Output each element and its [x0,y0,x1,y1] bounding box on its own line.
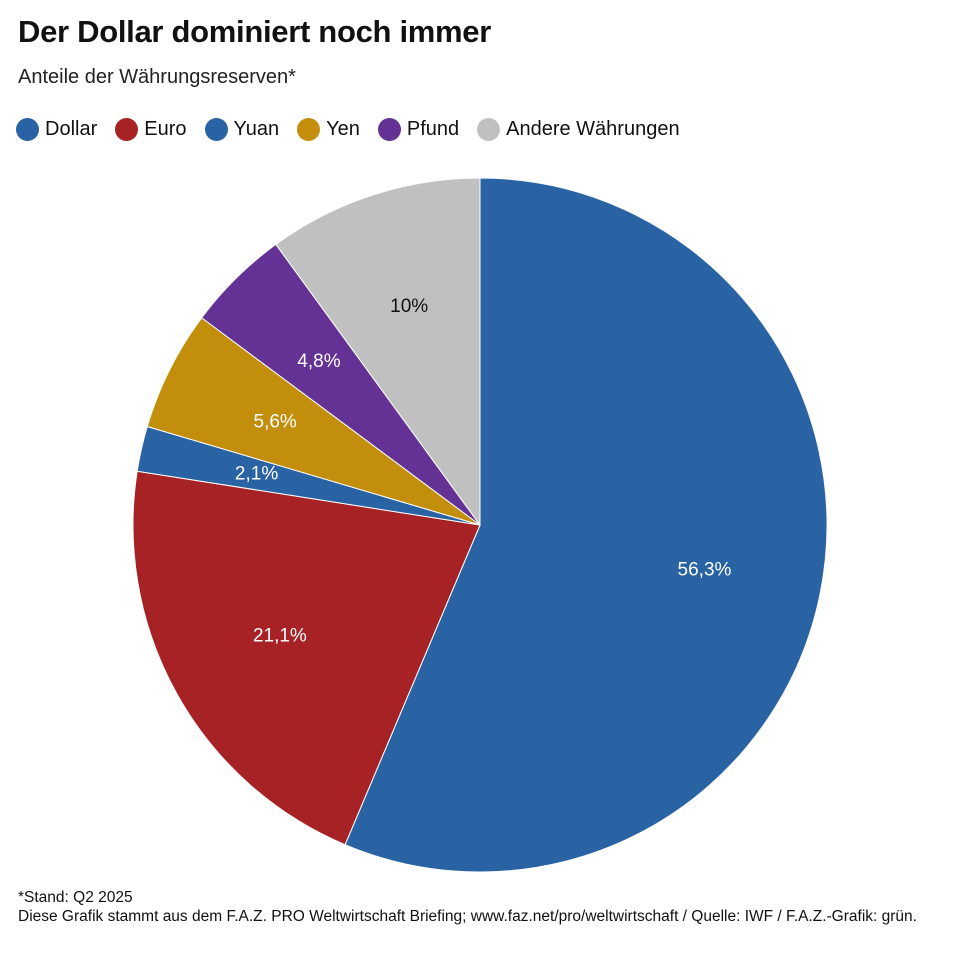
legend-item-dollar: Dollar [16,118,97,141]
legend-swatch-andere [477,118,501,141]
source-note: Diese Grafik stammt aus dem F.A.Z. PRO W… [18,908,917,925]
footnote: *Stand: Q2 2025 [18,889,133,906]
legend-item-pfund: Pfund [377,118,460,141]
legend-swatch-pfund [377,118,401,141]
footer: *Stand: Q2 2025 Diese Grafik stammt aus … [18,888,938,926]
pie-labels: 56,3% 21,1% 2,1% 5,6% 4,8% 10% [235,296,732,646]
legend-swatch-yen [297,118,321,141]
legend-label-euro: Euro [144,118,187,140]
legend-item-yen: Yen [297,118,360,141]
legend-swatch-dollar [16,118,39,141]
legend-label-yen: Yen [326,118,360,140]
legend-label-pfund: Pfund [406,118,460,140]
pie-label-andere: 10% [390,296,428,317]
pie-slices [132,177,828,873]
pie-label-euro: 21,1% [253,625,307,646]
legend-item-euro: Euro [115,118,187,141]
chart-title: Der Dollar dominiert noch immer [18,14,492,49]
pie-slice-euro [132,470,481,846]
legend-label-yuan: Yuan [233,118,280,140]
legend-swatch-yuan [204,118,228,141]
pie-label-yen: 5,6% [254,412,297,433]
pie-label-dollar: 56,3% [678,559,732,580]
legend-item-andere: Andere Währungen [477,118,680,141]
pie-label-pfund: 4,8% [297,351,340,372]
pie-label-yuan: 2,1% [235,464,278,485]
legend-item-yuan: Yuan [204,118,280,141]
legend-label-dollar: Dollar [45,118,98,140]
legend: Dollar Euro Yuan Yen Pfund Andere Währun… [16,118,698,141]
legend-label-andere: Andere Währungen [506,118,680,140]
pie-slice-dollar [344,177,828,873]
legend-swatch-euro [115,118,139,141]
chart-subtitle: Anteile der Währungsreserven* [18,66,296,88]
pie-slice-andere [275,177,481,527]
